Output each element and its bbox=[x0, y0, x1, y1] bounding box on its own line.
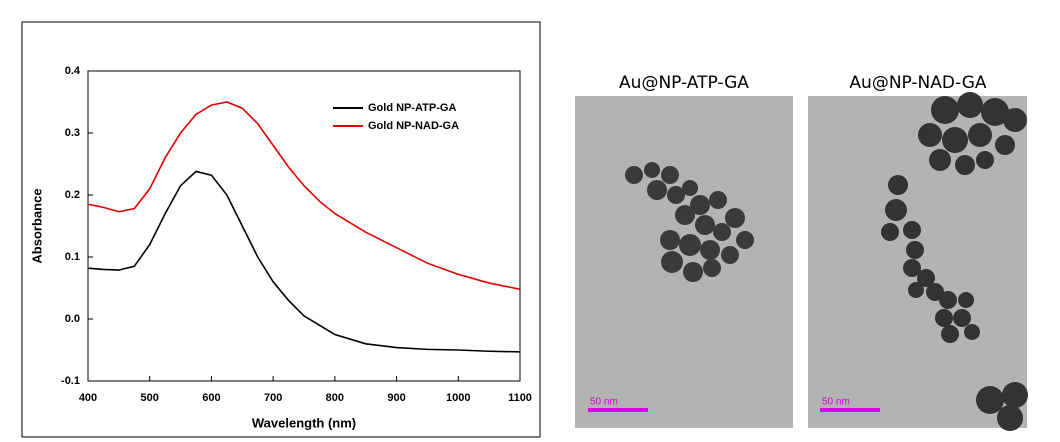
x-tick-label: 1100 bbox=[508, 392, 532, 404]
tem-image bbox=[575, 96, 793, 428]
y-tick-label: 0.1 bbox=[65, 251, 80, 263]
x-tick-label: 500 bbox=[141, 392, 159, 404]
plot-area bbox=[87, 70, 521, 382]
legend-label: Gold NP-NAD-GA bbox=[368, 120, 459, 132]
image-title: Au@NP-ATP-GA bbox=[619, 73, 749, 93]
legend-label: Gold NP-ATP-GA bbox=[368, 102, 456, 114]
image-title: Au@NP-NAD-GA bbox=[849, 73, 986, 93]
particles bbox=[881, 92, 1028, 431]
x-tick-label: 600 bbox=[202, 392, 220, 404]
series-line bbox=[87, 170, 521, 353]
tem-panel: Au@NP-NAD-GA 50 nm bbox=[808, 73, 1028, 431]
particles bbox=[625, 162, 754, 282]
x-tick-label: 800 bbox=[326, 392, 344, 404]
x-tick-label: 900 bbox=[387, 392, 405, 404]
scale-label: 50 nm bbox=[822, 397, 850, 408]
y-tick-label: 0.2 bbox=[65, 189, 80, 201]
y-axis-title: Absorbance bbox=[29, 188, 44, 263]
y-tick-label: 0.4 bbox=[65, 65, 81, 77]
x-tick-label: 1000 bbox=[446, 392, 470, 404]
y-tick-label: 0.0 bbox=[65, 313, 80, 325]
y-tick-label: -0.1 bbox=[61, 375, 80, 387]
series-line bbox=[87, 101, 521, 291]
tem-panel: Au@NP-ATP-GA 50 nm bbox=[575, 73, 793, 428]
y-tick-label: 0.3 bbox=[65, 127, 80, 139]
chart-frame bbox=[21, 21, 541, 438]
scale-label: 50 nm bbox=[590, 397, 618, 408]
x-tick-label: 700 bbox=[264, 392, 282, 404]
x-tick-label: 400 bbox=[79, 392, 97, 404]
x-axis-title: Wavelength (nm) bbox=[252, 415, 356, 430]
